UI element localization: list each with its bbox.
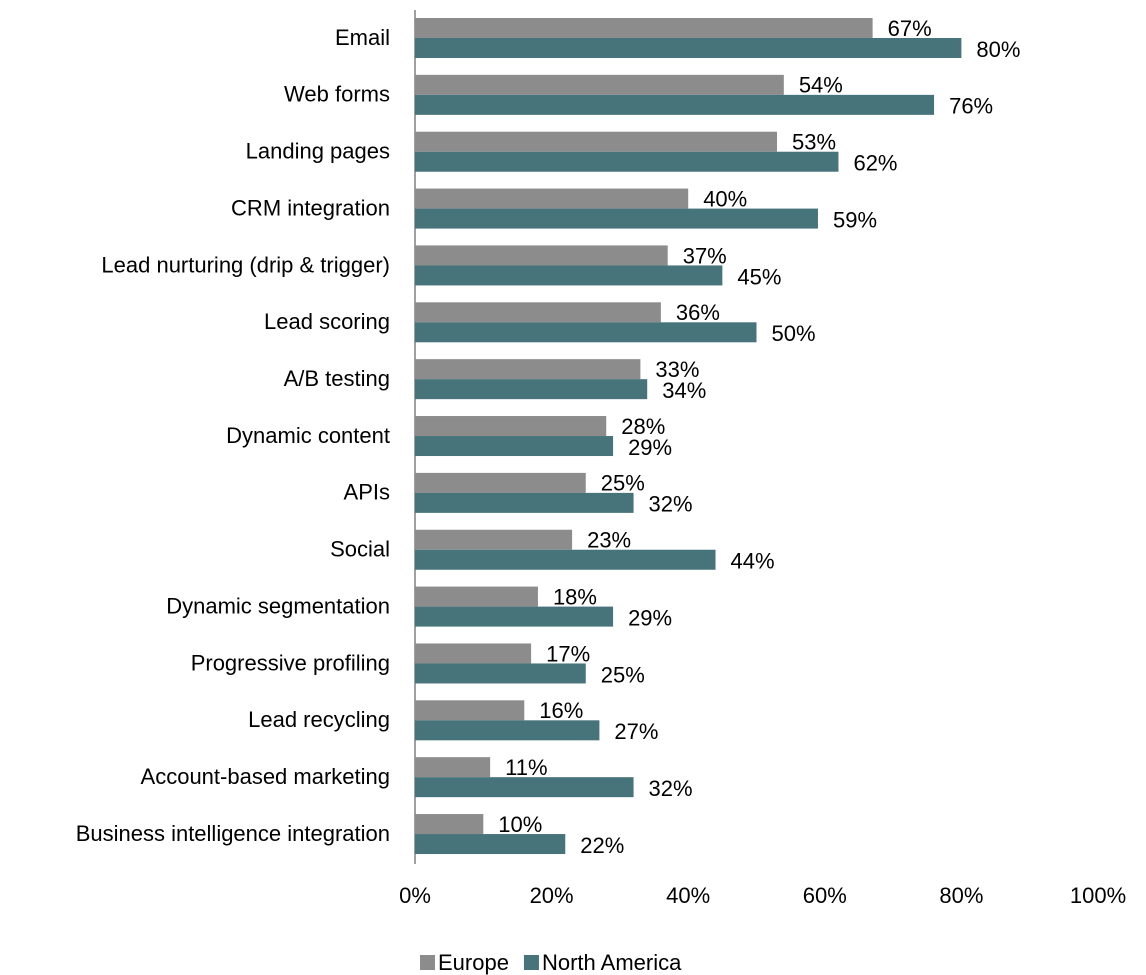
data-label: 28% bbox=[621, 414, 665, 439]
data-label: 25% bbox=[601, 471, 645, 496]
y-tick-label: Dynamic content bbox=[226, 423, 390, 448]
x-tick-label: 80% bbox=[939, 883, 983, 908]
y-tick-label: APIs bbox=[344, 480, 390, 505]
bar bbox=[415, 720, 600, 741]
y-tick-label: Account-based marketing bbox=[141, 764, 390, 789]
x-tick-label: 0% bbox=[399, 883, 431, 908]
bar bbox=[415, 606, 614, 627]
data-label: 44% bbox=[731, 549, 775, 574]
bar bbox=[415, 302, 661, 323]
y-tick-label: Lead scoring bbox=[264, 309, 390, 334]
bar bbox=[415, 586, 538, 607]
legend-label: Europe bbox=[438, 950, 509, 975]
x-tick-label: 60% bbox=[803, 883, 847, 908]
bar bbox=[415, 131, 777, 152]
y-tick-label: Progressive profiling bbox=[191, 650, 390, 675]
y-tick-label: Email bbox=[335, 25, 390, 50]
y-tick-label: Web forms bbox=[284, 82, 390, 107]
bar bbox=[415, 18, 873, 38]
y-tick-label: Lead recycling bbox=[248, 707, 390, 732]
bar bbox=[415, 757, 491, 778]
bar bbox=[415, 700, 525, 721]
bar bbox=[415, 643, 532, 664]
x-tick-label: 20% bbox=[530, 883, 574, 908]
data-label: 25% bbox=[601, 662, 645, 687]
data-label: 27% bbox=[614, 719, 658, 744]
bar bbox=[415, 208, 818, 229]
data-label: 18% bbox=[553, 584, 597, 609]
data-label: 59% bbox=[833, 207, 877, 232]
data-label: 76% bbox=[949, 94, 993, 119]
y-tick-label: Social bbox=[330, 537, 390, 562]
bar bbox=[415, 151, 839, 172]
bar bbox=[415, 322, 757, 343]
bar bbox=[415, 188, 689, 209]
bar bbox=[415, 38, 962, 58]
bar bbox=[415, 814, 484, 835]
data-label: 67% bbox=[888, 16, 932, 41]
data-label: 53% bbox=[792, 130, 836, 155]
data-label: 40% bbox=[703, 186, 747, 211]
data-label: 62% bbox=[853, 151, 897, 176]
y-tick-label: Landing pages bbox=[246, 139, 390, 164]
legend-swatch bbox=[420, 955, 435, 970]
bar bbox=[415, 245, 668, 266]
bar bbox=[415, 492, 634, 513]
bar bbox=[415, 529, 573, 550]
bar bbox=[415, 416, 607, 437]
legend-label: North America bbox=[542, 950, 682, 975]
bar bbox=[415, 265, 723, 286]
data-label: 16% bbox=[539, 698, 583, 723]
data-label: 50% bbox=[772, 321, 816, 346]
x-tick-label: 40% bbox=[666, 883, 710, 908]
data-label: 11% bbox=[505, 755, 547, 780]
data-label: 22% bbox=[580, 833, 624, 858]
y-tick-label: A/B testing bbox=[284, 366, 390, 391]
data-label: 10% bbox=[498, 812, 542, 837]
data-label: 29% bbox=[628, 605, 672, 630]
data-label: 45% bbox=[737, 264, 781, 289]
bar bbox=[415, 359, 641, 380]
bar bbox=[415, 436, 614, 457]
y-tick-label: Lead nurturing (drip & trigger) bbox=[101, 252, 390, 277]
y-tick-label: Business intelligence integration bbox=[76, 821, 390, 846]
data-label: 33% bbox=[655, 357, 699, 382]
y-tick-label: Dynamic segmentation bbox=[166, 593, 390, 618]
data-label: 36% bbox=[676, 300, 720, 325]
data-label: 54% bbox=[799, 73, 843, 98]
data-label: 29% bbox=[628, 435, 672, 460]
data-label: 34% bbox=[662, 378, 706, 403]
data-label: 32% bbox=[649, 492, 693, 517]
data-label: 17% bbox=[546, 641, 590, 666]
data-label: 37% bbox=[683, 243, 727, 268]
data-label: 23% bbox=[587, 528, 631, 553]
bar bbox=[415, 549, 716, 570]
bar bbox=[415, 834, 566, 855]
bar bbox=[415, 74, 784, 95]
bar bbox=[415, 472, 586, 493]
data-label: 80% bbox=[976, 37, 1020, 62]
x-tick-label: 100% bbox=[1070, 883, 1126, 908]
bar bbox=[415, 379, 648, 400]
data-label: 32% bbox=[649, 776, 693, 801]
legend-swatch bbox=[523, 955, 539, 970]
bar bbox=[415, 663, 586, 684]
bar bbox=[415, 777, 634, 798]
bar bbox=[415, 94, 935, 115]
y-tick-label: CRM integration bbox=[231, 195, 390, 220]
